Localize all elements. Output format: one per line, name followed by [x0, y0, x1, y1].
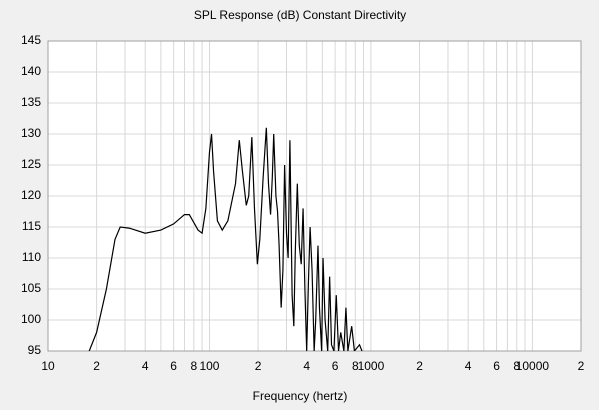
x-tick-label: 8: [190, 359, 197, 373]
plot-clip: [88, 127, 363, 351]
x-tick-label: 4: [142, 359, 149, 373]
x-tick-label: 2: [578, 359, 585, 373]
x-tick-label: 6: [170, 359, 177, 373]
y-tick-label: 145: [21, 33, 41, 47]
y-tick-label: 140: [21, 64, 41, 78]
x-tick-label: 10000: [516, 359, 550, 373]
y-tick-label: 135: [21, 95, 41, 109]
y-tick-label: 115: [22, 219, 41, 233]
x-tick-label: 10: [41, 359, 55, 373]
x-axis-label: Frequency (hertz): [253, 389, 348, 403]
y-tick-label: 95: [28, 343, 42, 357]
x-tick-label: 2: [416, 359, 423, 373]
x-tick-label: 6: [332, 359, 339, 373]
x-tick-label: 4: [465, 359, 472, 373]
x-tick-label: 8: [352, 359, 359, 373]
x-tick-label: 4: [303, 359, 310, 373]
y-tick-label: 110: [22, 250, 41, 264]
x-tick-label: 1000: [358, 359, 385, 373]
x-tick-label: 8: [513, 359, 520, 373]
y-tick-label: 100: [21, 312, 41, 326]
y-tick-label: 125: [21, 157, 41, 171]
x-tick-label: 100: [199, 359, 219, 373]
x-tick-label: 2: [93, 359, 100, 373]
x-tick-label: 2: [255, 359, 262, 373]
response-line: [88, 127, 363, 351]
x-tick-label: 6: [493, 359, 500, 373]
y-tick-label: 105: [21, 281, 41, 295]
y-tick-label: 120: [21, 188, 41, 202]
y-tick-label: 130: [21, 126, 41, 140]
chart-title: SPL Response (dB) Constant Directivity: [194, 8, 406, 22]
